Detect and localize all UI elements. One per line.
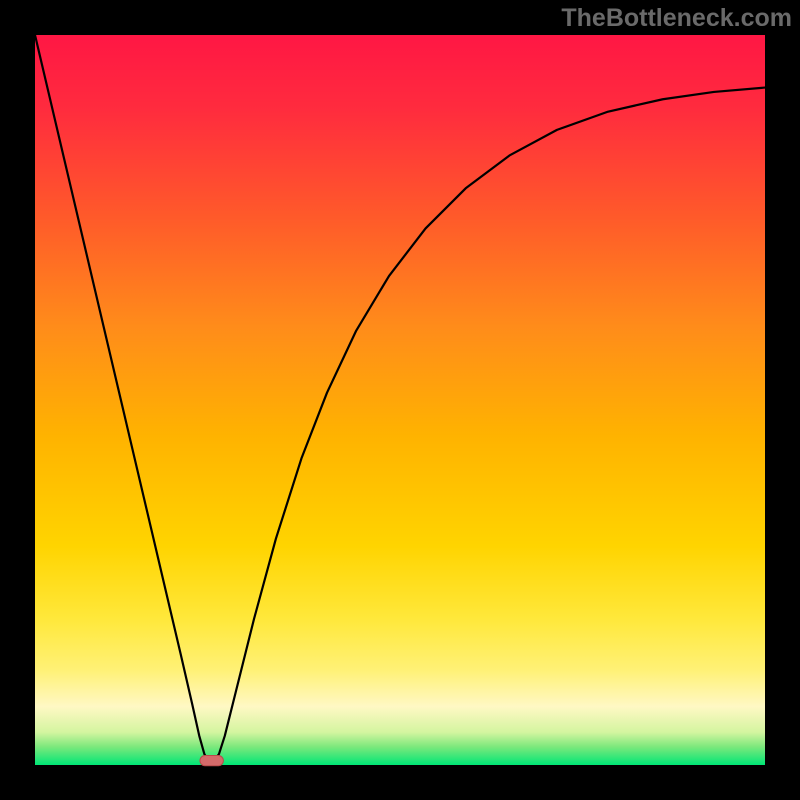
bottleneck-chart — [0, 0, 800, 800]
optimal-point-marker — [200, 756, 223, 766]
chart-gradient-background — [35, 35, 765, 765]
watermark-text: TheBottleneck.com — [561, 4, 792, 33]
chart-container: TheBottleneck.com — [0, 0, 800, 800]
